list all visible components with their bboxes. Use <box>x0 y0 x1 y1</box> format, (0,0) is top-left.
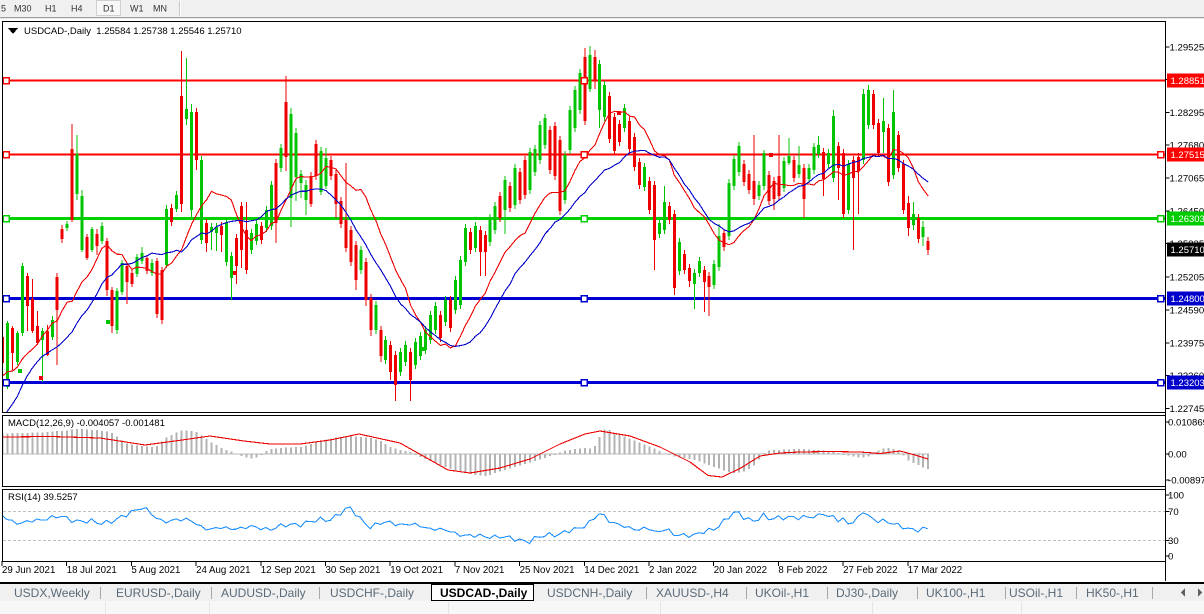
svg-text:8 Feb 2022: 8 Feb 2022 <box>778 565 827 576</box>
svg-text:AUDUSD-,Daily: AUDUSD-,Daily <box>221 586 306 600</box>
svg-text:UK100-,H1: UK100-,H1 <box>926 586 986 600</box>
svg-text:7 Nov 2021: 7 Nov 2021 <box>455 565 505 576</box>
svg-text:1.24590: 1.24590 <box>1170 306 1204 317</box>
svg-text:14 Dec 2021: 14 Dec 2021 <box>584 565 639 576</box>
svg-text:30 Sep 2021: 30 Sep 2021 <box>326 565 381 576</box>
svg-text:MACD(12,26,9) -0.004057 -0.001: MACD(12,26,9) -0.004057 -0.001481 <box>8 418 165 429</box>
svg-text:1.25710: 1.25710 <box>1171 245 1204 256</box>
svg-text:0: 0 <box>1168 552 1173 563</box>
svg-text:1.28295: 1.28295 <box>1170 108 1204 119</box>
svg-text:XAUUSD-,H4: XAUUSD-,H4 <box>656 586 729 600</box>
svg-text:25 Nov 2021: 25 Nov 2021 <box>520 565 575 576</box>
svg-text:-0.00897: -0.00897 <box>1168 476 1204 487</box>
svg-text:H4: H4 <box>71 4 83 14</box>
svg-text:24 Aug 2021: 24 Aug 2021 <box>196 565 250 576</box>
svg-text:1.29525: 1.29525 <box>1170 42 1204 53</box>
svg-text:USDCAD-,Daily: USDCAD-,Daily <box>440 586 528 600</box>
svg-text:1.25205: 1.25205 <box>1170 273 1204 284</box>
svg-text:1.22745: 1.22745 <box>1170 404 1204 415</box>
svg-text:D1: D1 <box>103 4 115 14</box>
svg-text:1.23203: 1.23203 <box>1171 378 1204 389</box>
svg-text:0.00: 0.00 <box>1168 450 1187 461</box>
svg-text:W1: W1 <box>130 4 144 14</box>
svg-text:H1: H1 <box>45 4 57 14</box>
svg-text:1.26303: 1.26303 <box>1171 214 1204 225</box>
svg-text:USDX,Weekly: USDX,Weekly <box>14 586 90 600</box>
svg-text:2 Jan 2022: 2 Jan 2022 <box>649 565 697 576</box>
svg-text:5 Aug 2021: 5 Aug 2021 <box>131 565 180 576</box>
svg-text:20 Jan 2022: 20 Jan 2022 <box>714 565 767 576</box>
svg-text:0.010869: 0.010869 <box>1168 418 1204 429</box>
svg-text:70: 70 <box>1168 507 1179 518</box>
svg-text:100: 100 <box>1168 491 1184 502</box>
svg-text:17 Mar 2022: 17 Mar 2022 <box>908 565 962 576</box>
svg-text:RSI(14) 39.5257: RSI(14) 39.5257 <box>8 492 78 503</box>
svg-text:1.27065: 1.27065 <box>1170 174 1204 185</box>
svg-text:UKOil-,H1: UKOil-,H1 <box>755 586 809 600</box>
svg-text:HK50-,H1: HK50-,H1 <box>1086 586 1139 600</box>
svg-text:29 Jun 2021: 29 Jun 2021 <box>2 565 55 576</box>
svg-text:27 Feb 2022: 27 Feb 2022 <box>843 565 897 576</box>
svg-text:MN: MN <box>153 4 167 14</box>
svg-text:5: 5 <box>1 4 6 14</box>
svg-text:USDCAD-,Daily 1.25584 1.25738: USDCAD-,Daily 1.25584 1.25738 1.25546 1.… <box>24 26 242 37</box>
svg-text:1.28851: 1.28851 <box>1171 76 1204 87</box>
svg-text:1.23975: 1.23975 <box>1170 338 1204 349</box>
svg-text:12 Sep 2021: 12 Sep 2021 <box>261 565 316 576</box>
svg-text:1.24800: 1.24800 <box>1171 294 1204 305</box>
svg-text:1.27515: 1.27515 <box>1171 150 1204 161</box>
svg-text:USOil-,H1: USOil-,H1 <box>1009 586 1063 600</box>
svg-text:18 Jul 2021: 18 Jul 2021 <box>67 565 117 576</box>
svg-text:EURUSD-,Daily: EURUSD-,Daily <box>116 586 201 600</box>
svg-text:USDCNH-,Daily: USDCNH-,Daily <box>547 586 632 600</box>
svg-text:30: 30 <box>1168 536 1179 547</box>
svg-text:1.27680: 1.27680 <box>1170 141 1204 152</box>
svg-text:DJ30-,Daily: DJ30-,Daily <box>836 586 898 600</box>
svg-text:USDCHF-,Daily: USDCHF-,Daily <box>330 586 414 600</box>
svg-text:M30: M30 <box>14 4 32 14</box>
svg-text:19 Oct 2021: 19 Oct 2021 <box>390 565 443 576</box>
